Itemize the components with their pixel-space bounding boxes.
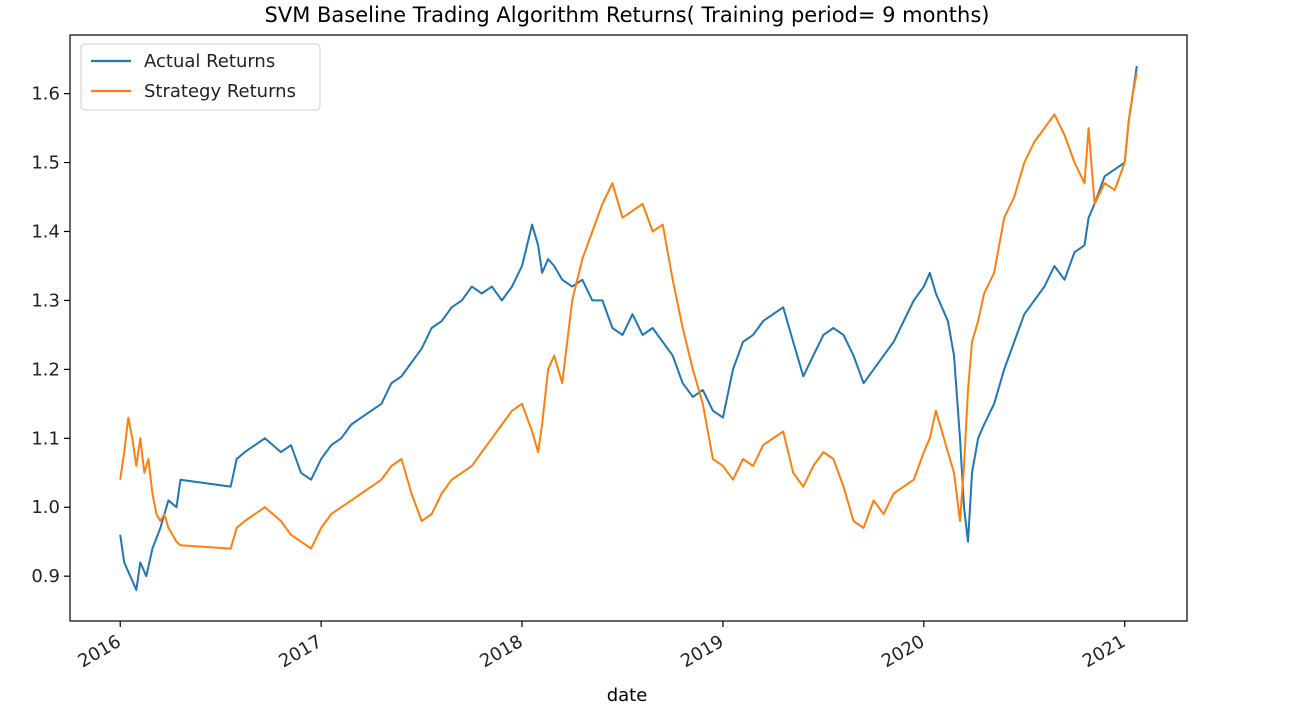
x-tick-label: 2020 bbox=[878, 631, 928, 672]
x-tick-label: 2019 bbox=[677, 631, 727, 672]
series-line-strategy-returns bbox=[119, 72, 1138, 550]
legend-label: Strategy Returns bbox=[144, 81, 296, 102]
y-tick-label: 0.9 bbox=[31, 566, 60, 587]
legend: Actual Returns Strategy Returns bbox=[80, 43, 321, 111]
x-tick-label: 2018 bbox=[476, 631, 526, 672]
y-tick-label: 1.1 bbox=[31, 428, 60, 449]
x-tick-label: 2017 bbox=[275, 631, 325, 672]
x-tick-label: 2016 bbox=[75, 631, 125, 672]
y-tick-label: 1.5 bbox=[31, 153, 60, 174]
series-lines bbox=[119, 65, 1138, 591]
y-tick-label: 1.2 bbox=[31, 359, 60, 380]
x-tick-label: 2021 bbox=[1079, 631, 1129, 672]
legend-box bbox=[80, 43, 321, 111]
y-tick-label: 1.3 bbox=[31, 290, 60, 311]
plot-area-frame bbox=[69, 34, 1188, 622]
y-axis: 0.9 1.0 1.1 1.2 1.3 1.4 1.5 1.6 bbox=[31, 84, 70, 587]
y-tick-label: 1.0 bbox=[31, 497, 60, 518]
series-line-actual-returns bbox=[119, 65, 1138, 591]
legend-label: Actual Returns bbox=[144, 51, 275, 72]
x-axis-title: date bbox=[607, 685, 648, 706]
x-axis: 2016 2017 2018 2019 2020 2021 bbox=[75, 621, 1129, 672]
chart-title: SVM Baseline Trading Algorithm Returns( … bbox=[265, 3, 990, 27]
y-tick-label: 1.6 bbox=[31, 84, 60, 105]
y-tick-label: 1.4 bbox=[31, 221, 60, 242]
